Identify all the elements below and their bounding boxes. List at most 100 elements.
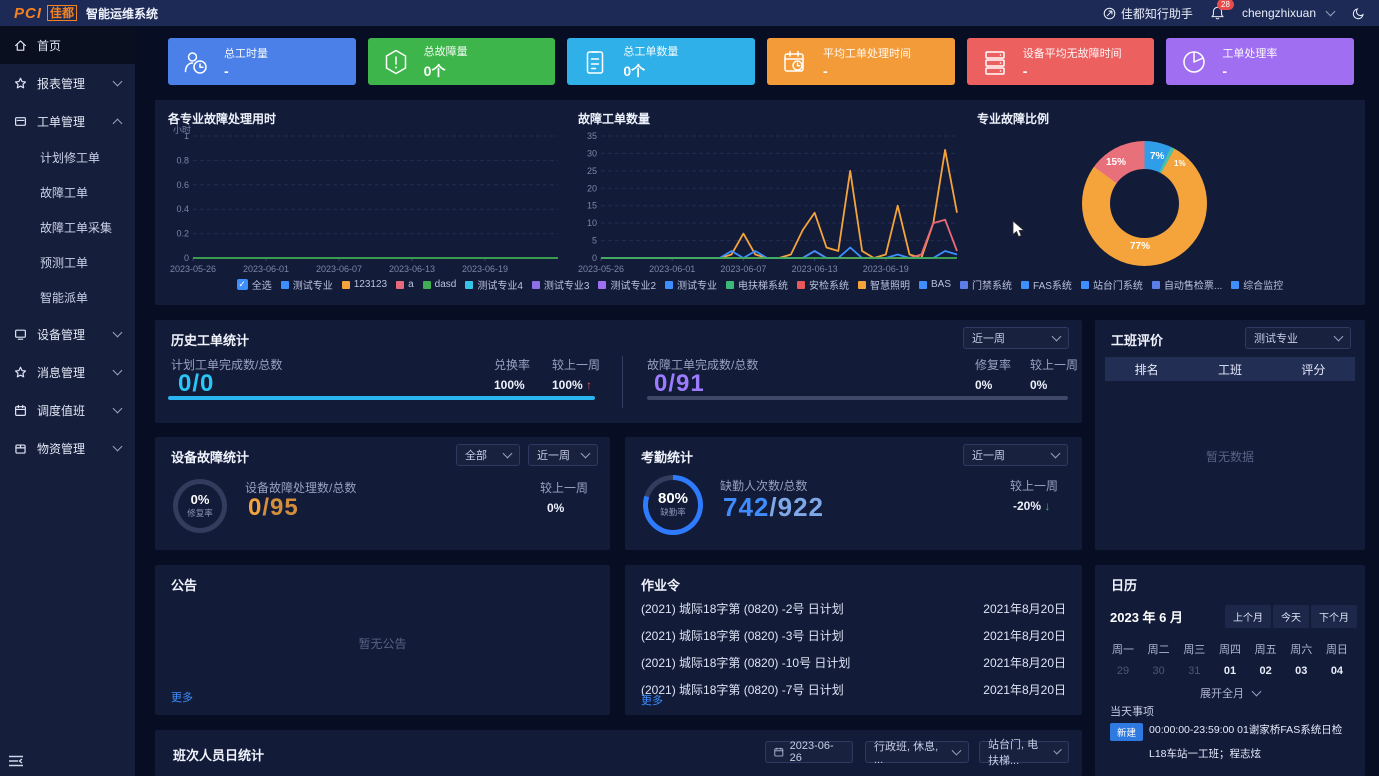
alert-hexagon-icon [385,49,406,74]
stat-card-title: 总工时量 [224,47,268,60]
chevron-down-icon [1052,745,1062,755]
sidebar-item-reports[interactable]: 报表管理 [0,64,135,102]
attendance-value: 742/922 [723,492,824,522]
sidebar-subitem-fault-workorder[interactable]: 故障工单 [0,175,135,210]
server-icon [984,50,1005,75]
arrow-up-icon: ↑ [586,378,593,392]
notifications-button[interactable]: 28 [1211,0,1234,20]
history-range-select[interactable]: 近一周 [963,327,1069,349]
calendar-day[interactable]: 03 [1295,665,1308,677]
calendar-weekday: 周三 [1183,644,1206,656]
calendar-day[interactable]: 02 [1259,665,1272,677]
calendar-day[interactable]: 31 [1188,665,1201,677]
sidebar-subitem-fault-workorder-collect[interactable]: 故障工单采集 [0,210,135,245]
sidebar-collapse-button[interactable] [8,755,24,770]
col-team: 工班 [1217,362,1242,377]
calendar-expand-link[interactable]: 展开全月 [1095,685,1365,701]
legend-item[interactable]: BAS [919,279,951,290]
svg-text:0: 0 [592,253,597,263]
legend-item[interactable]: dasd [422,279,456,290]
stat-card-value: 0个 [623,62,646,79]
sidebar-item-home[interactable]: 首页 [0,26,135,64]
calendar-day[interactable]: 01 [1223,665,1237,677]
sidebar-subitem-planned-repair-workorder[interactable]: 计划修工单 [0,140,135,175]
calendar-day[interactable]: 30 [1152,665,1165,677]
sidebar-item-label: 调度值班 [37,403,86,418]
work-order-row[interactable]: (2021) 城际18字第 (0820) -10号 日计划 2021年8月20日 [641,649,1066,676]
device-fault-range-select[interactable]: 近一周 [528,444,598,466]
legend-item[interactable]: FAS系统 [1021,277,1072,292]
legend-label: 电扶梯系统 [738,281,789,292]
sidebar-item-label: 设备管理 [37,327,86,342]
shift-type-select[interactable]: 行政班, 休息, ... [865,741,969,766]
user-menu[interactable]: chengzhixuan [1241,6,1336,20]
sidebar-item-dispatch-duty[interactable]: 调度值班 [0,391,135,429]
work-order-row[interactable]: (2021) 城际18字第 (0820) -2号 日计划 2021年8月20日 [641,595,1066,622]
chevron-down-icon [112,327,123,337]
legend-item[interactable]: 测试专业2 [598,277,656,292]
absence-rate-value: 80% [657,490,689,507]
legend-item[interactable]: 门禁系统 [960,277,1012,292]
legend-item[interactable]: 测试专业 [280,277,333,292]
sidebar-item-materials[interactable]: 物资管理 [0,429,135,467]
legend-item[interactable]: 站台门系统 [1080,277,1143,292]
sidebar-subitem-forecast-workorder[interactable]: 预测工单 [0,245,135,280]
legend-item[interactable]: 测试专业3 [531,277,590,292]
calendar-day[interactable]: 04 [1330,665,1344,677]
checkbox-checked-icon[interactable]: ✓ [236,279,248,290]
sidebar-subitem-smart-dispatch[interactable]: 智能派单 [0,280,135,315]
device-fault-scope-select[interactable]: 全部 [456,444,520,466]
plan-workorder-value: 0/0 [178,370,215,397]
stat-card-title: 平均工单处理时间 [823,47,912,60]
work-order-more-link[interactable]: 更多 [641,695,663,707]
device-fault-title: 设备故障统计 [171,450,250,465]
theme-toggle-button[interactable] [1352,7,1365,20]
svg-text:10: 10 [587,218,597,228]
logo-jiadu: 佳都 [47,5,78,21]
calendar-event-item[interactable]: 新建 00:00:00-23:59:00 01谢家桥FAS系统日检 [1110,723,1342,741]
sidebar-item-messages[interactable]: 消息管理 [0,353,135,391]
plan-rate-value: 100% [494,378,525,392]
legend-item[interactable]: 电扶梯系统 [726,277,788,292]
calendar-day[interactable]: 29 [1116,665,1130,677]
calendar-next-month-button[interactable]: 下个月 [1311,605,1357,628]
chevron-down-icon [1251,686,1262,697]
sidebar-subitem-label: 预测工单 [40,256,89,270]
calendar-prev-month-button[interactable]: 上个月 [1225,605,1271,628]
legend-item[interactable]: 测试专业 [665,277,717,292]
legend-item[interactable]: 自动售检票... [1151,277,1222,292]
legend-select-all[interactable]: ✓ 全选 [236,277,272,292]
stat-card: 工单处理率 - [1166,38,1355,85]
chevron-down-icon [112,365,123,375]
work-order-row[interactable]: (2021) 城际18字第 (0820) -3号 日计划 2021年8月20日 [641,622,1066,649]
attendance-range-select[interactable]: 近一周 [963,444,1068,466]
legend-item[interactable]: a [396,279,414,290]
team-rating-filter-select[interactable]: 测试专业 [1245,327,1351,349]
announcement-more-link[interactable]: 更多 [171,692,193,704]
calendar-today-button[interactable]: 今天 [1273,605,1309,628]
legend-item[interactable]: 123123 [341,279,387,290]
username: chengzhixuan [1241,6,1316,20]
plan-workorder-label: 计划工单完成数/总数 [171,358,283,372]
svg-text:0.4: 0.4 [176,204,189,214]
stat-card: 平均工单处理时间 - [767,38,955,85]
svg-text:2023-06-13: 2023-06-13 [389,264,435,274]
legend-label: 测试专业3 [543,281,590,292]
assistant-button[interactable]: 佳都知行助手 [1103,5,1193,22]
legend-item[interactable]: 测试专业4 [465,277,523,292]
svg-text:5: 5 [592,236,597,246]
legend-label: 站台门系统 [1092,281,1143,292]
col-rank: 排名 [1134,362,1159,377]
shift-system-select[interactable]: 站台门, 电扶梯... [979,739,1069,767]
donut-hole [1110,169,1179,238]
sidebar-item-devices[interactable]: 设备管理 [0,315,135,353]
legend-item[interactable]: 综合监控 [1231,277,1283,292]
calendar-title: 日历 [1111,578,1138,593]
legend-item[interactable]: 安检系统 [797,277,849,292]
work-order-row[interactable]: (2021) 城际18字第 (0820) -7号 日计划 2021年8月20日 [641,676,1066,703]
sidebar-item-workorders[interactable]: 工单管理 [0,102,135,140]
chevron-down-icon [1050,448,1061,458]
legend-item[interactable]: 智慧照明 [858,277,910,292]
shift-date-picker[interactable]: 2023-06-26 [765,740,853,764]
divider [622,356,623,408]
